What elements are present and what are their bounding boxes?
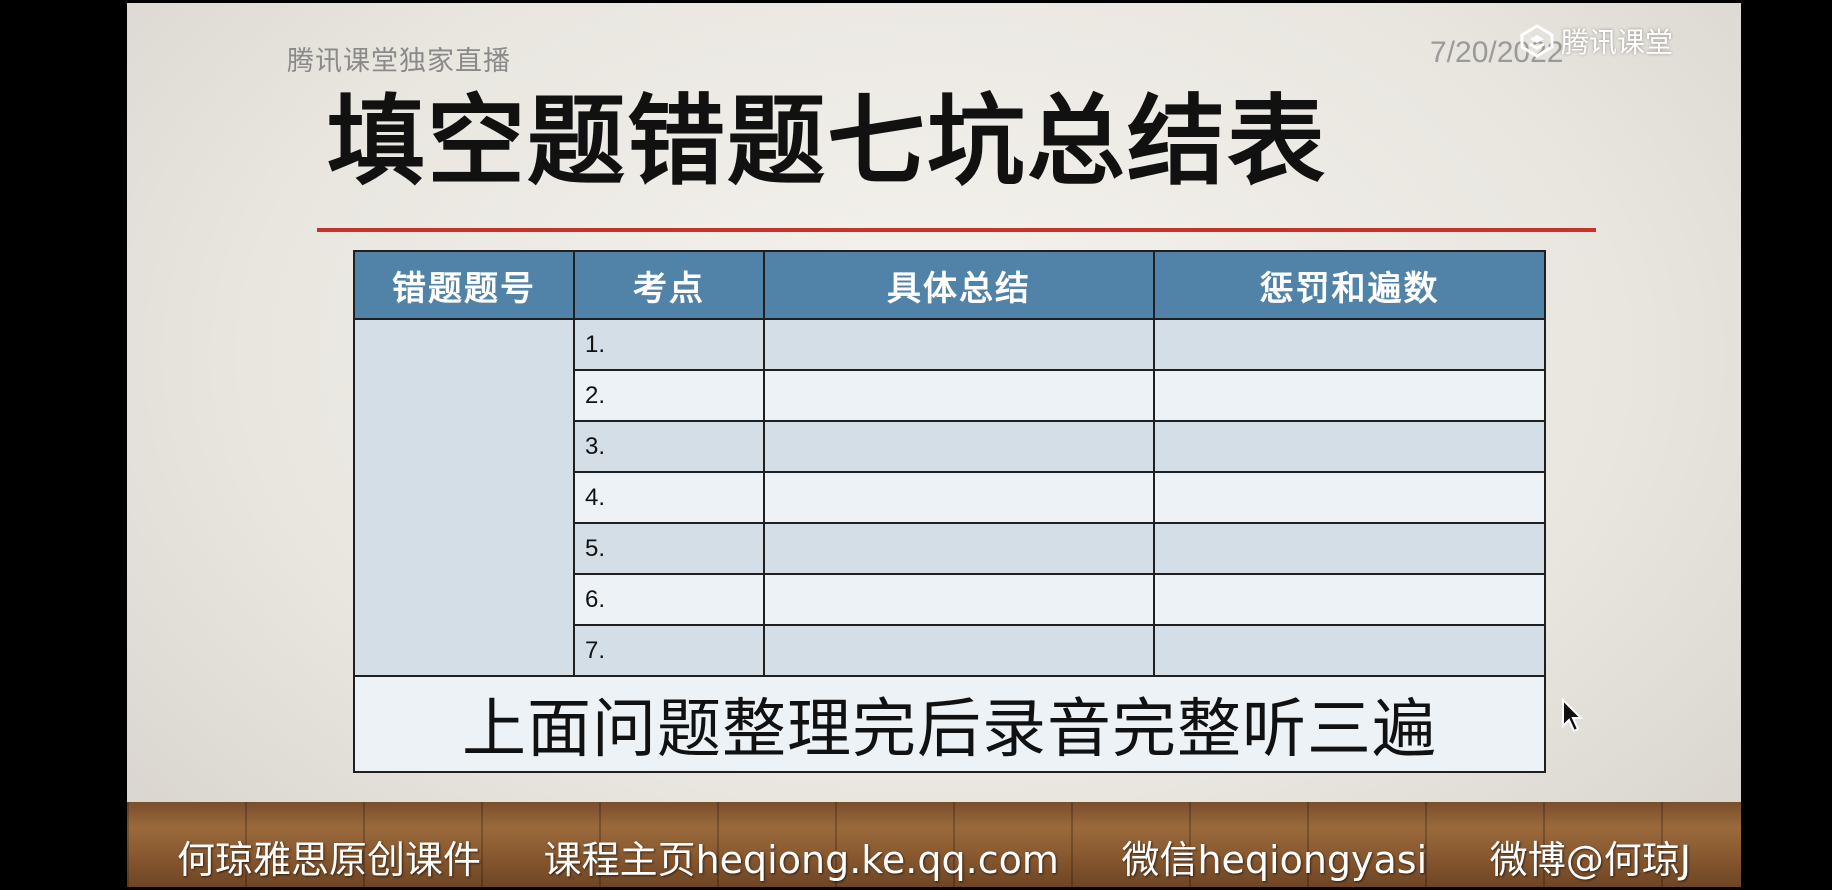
row-number: 3. — [573, 420, 765, 473]
row-number: 7. — [573, 624, 765, 677]
penalty-cell — [1153, 624, 1546, 677]
header-live-label: 腾讯课堂独家直播 — [287, 46, 511, 77]
row-number: 1. — [573, 318, 765, 371]
summary-cell — [763, 471, 1155, 524]
brand-logo: 腾讯课堂 — [1519, 21, 1673, 61]
table-row: 6. — [354, 573, 1546, 626]
footer-bar: 何琼雅思原创课件 课程主页heqiong.ke.qq.com 微信heqiong… — [127, 829, 1741, 884]
table-row: 7. — [354, 624, 1546, 677]
table-row: 3. — [354, 420, 1546, 473]
penalty-cell — [1153, 471, 1546, 524]
slide-title: 填空题错题七坑总结表 — [327, 85, 1328, 199]
wooden-floor — [127, 802, 1741, 887]
penalty-cell — [1153, 420, 1546, 473]
penalty-cell — [1153, 369, 1546, 422]
header-specific-summary: 具体总结 — [763, 250, 1155, 320]
penalty-cell — [1153, 318, 1546, 371]
footer-wechat: 微信heqiongyasi — [1121, 838, 1428, 882]
row-number: 4. — [573, 471, 765, 524]
tencent-classroom-icon — [1520, 24, 1554, 58]
question-number-cell — [353, 318, 575, 677]
summary-cell — [763, 369, 1155, 422]
row-number: 2. — [573, 369, 765, 422]
brand-name: 腾讯课堂 — [1561, 26, 1674, 59]
summary-cell — [763, 573, 1155, 626]
footer-weibo: 微博@何琼J — [1489, 838, 1691, 882]
footer-homepage: 课程主页heqiong.ke.qq.com — [543, 838, 1059, 882]
table-row: 4. — [354, 471, 1546, 524]
row-number: 5. — [573, 522, 765, 575]
table-row: 5. — [354, 522, 1546, 575]
title-divider — [317, 228, 1596, 232]
summary-cell — [763, 318, 1155, 371]
penalty-cell — [1153, 522, 1546, 575]
summary-cell — [763, 522, 1155, 575]
row-number: 6. — [573, 573, 765, 626]
header-test-point: 考点 — [573, 250, 765, 320]
header-wrong-question-number: 错题题号 — [353, 250, 575, 320]
table-row: 2. — [354, 369, 1546, 422]
summary-table: 错题题号 考点 具体总结 惩罚和遍数 1. 2. — [353, 250, 1546, 773]
header-penalty-count: 惩罚和遍数 — [1153, 250, 1546, 320]
slide: 腾讯课堂独家直播 7/20/2022 腾讯课堂 填空题错题七坑总结表 错题题号 — [127, 3, 1741, 887]
summary-cell — [763, 624, 1155, 677]
summary-cell — [763, 420, 1155, 473]
table-header-row: 错题题号 考点 具体总结 惩罚和遍数 — [353, 250, 1546, 320]
footer-courseware: 何琼雅思原创课件 — [177, 838, 482, 882]
table-row: 1. — [353, 318, 1546, 677]
table-footer-row: 上面问题整理完后录音完整听三遍 — [353, 675, 1546, 773]
penalty-cell — [1153, 573, 1546, 626]
mouse-cursor-icon — [1562, 698, 1584, 733]
table-footer-note: 上面问题整理完后录音完整听三遍 — [353, 675, 1546, 773]
